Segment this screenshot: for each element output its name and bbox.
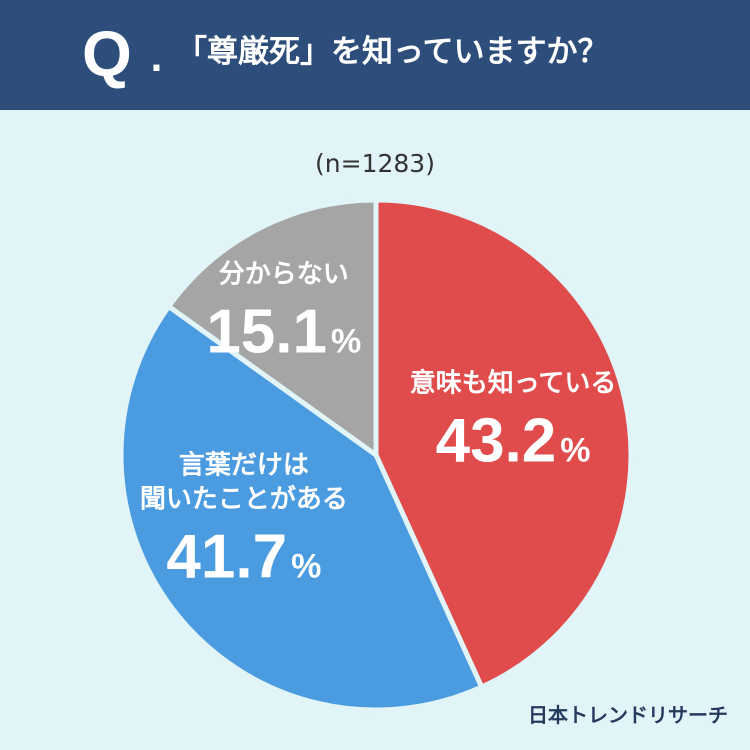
slice-value-dont-know: 15.1% [206,297,361,366]
slice-label-know-meaning: 意味も知っている [410,367,617,398]
pie-slice-dont-know [166,197,379,458]
slice-label-heard-word: 言葉だけは聞いたことがある [140,450,348,514]
pie-slice-know-meaning [373,197,634,690]
slice-value-know-meaning: 43.2% [436,406,591,475]
q-dot: . [150,40,163,80]
slice-value-heard-word: 41.7% [166,522,321,591]
question-title: 「尊厳死」を知っていますか？ [176,34,609,70]
brand-logo: 日本トレンドリサーチ [528,703,728,727]
question-header: Q . 「尊厳死」を知っていますか？ [0,0,750,110]
slice-label-dont-know: 分からない [219,259,349,289]
q-mark: Q [82,18,132,90]
pie-slice-heard-word [118,303,485,713]
sample-size: (n=1283) [315,149,435,178]
